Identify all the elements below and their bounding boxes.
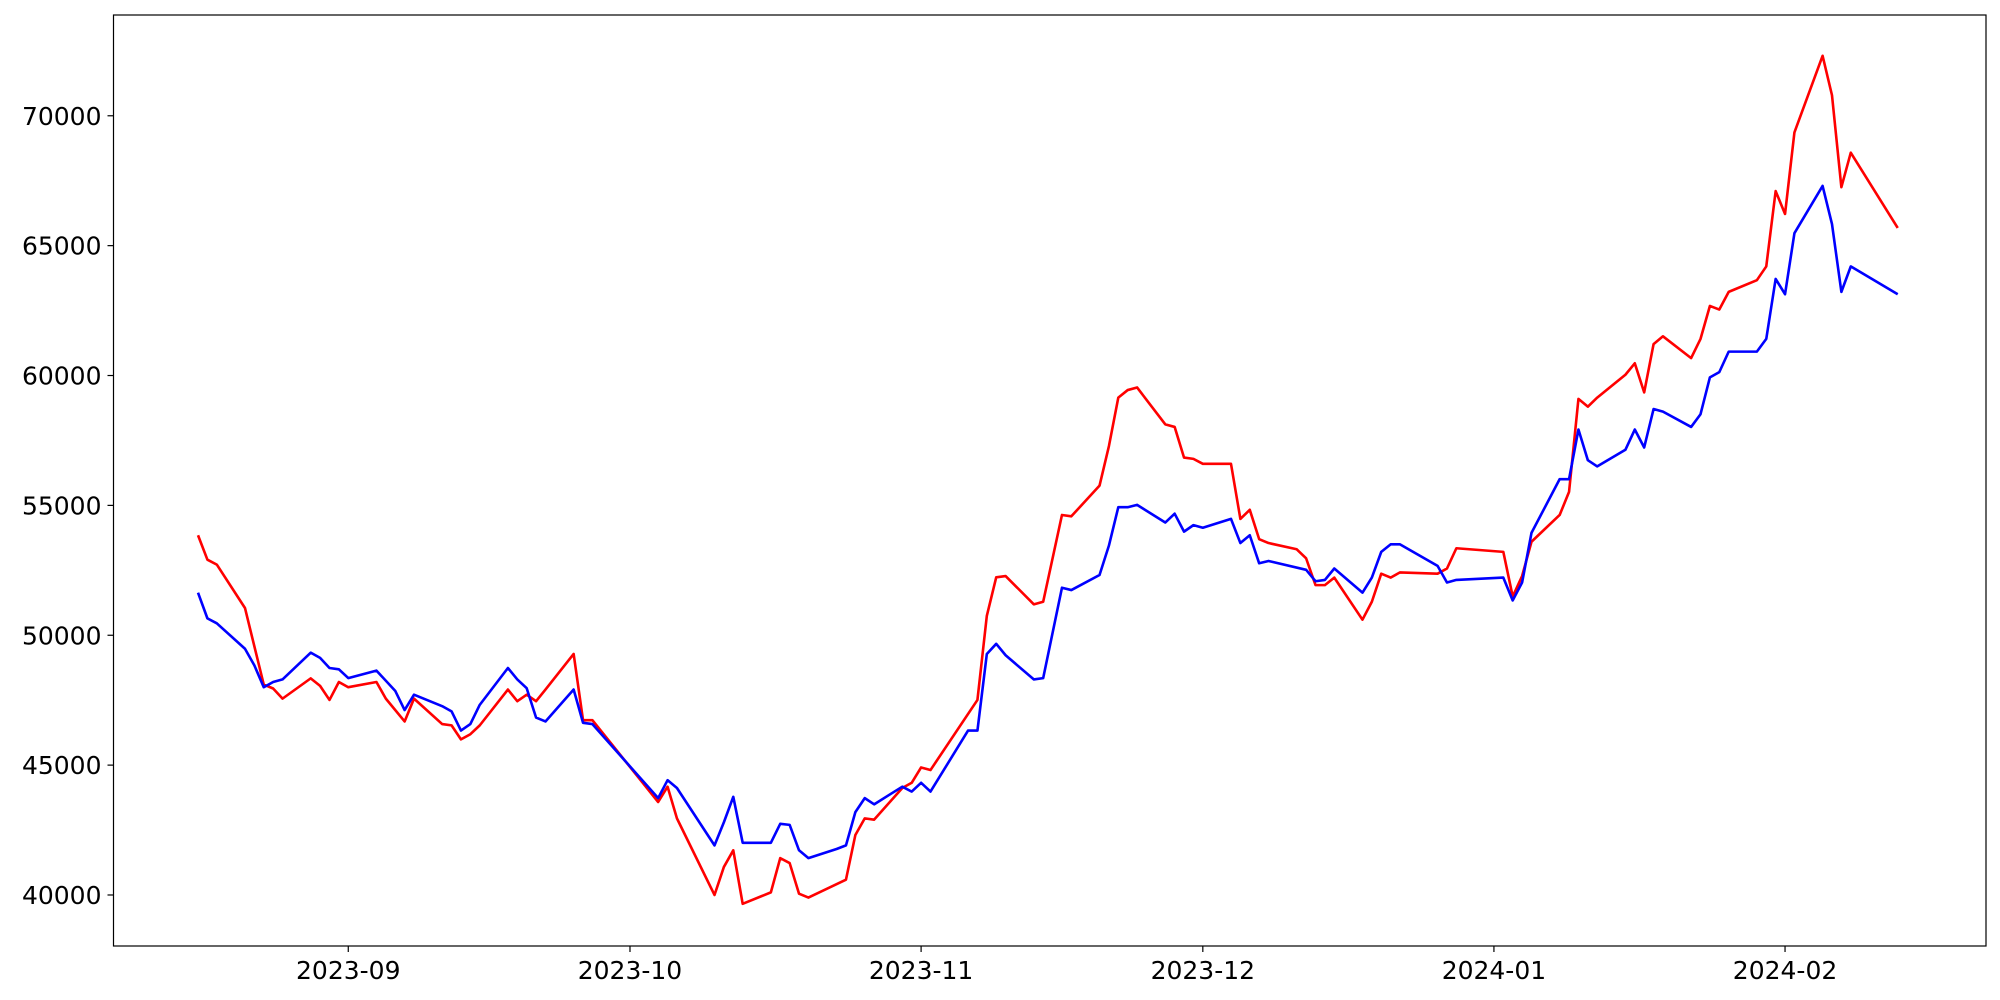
y-tick-label: 40000 [22,881,102,910]
y-tick-label: 45000 [22,751,102,780]
x-tick-label: 2023-11 [869,956,973,985]
plot-frame [112,14,1987,947]
y-tick-label: 60000 [22,362,102,391]
y-tick-label: 50000 [22,621,102,650]
x-tick-label: 2023-10 [578,956,682,985]
x-tick-label: 2023-12 [1151,956,1255,985]
y-tick-label: 65000 [22,232,102,261]
y-tick-label: 70000 [22,102,102,131]
x-tick-label: 2023-09 [296,956,400,985]
x-tick-label: 2024-01 [1442,956,1546,985]
x-tick-label: 2024-02 [1733,956,1837,985]
line-series [196,184,1899,860]
line-series [196,54,1899,906]
y-tick-label: 55000 [22,491,102,520]
